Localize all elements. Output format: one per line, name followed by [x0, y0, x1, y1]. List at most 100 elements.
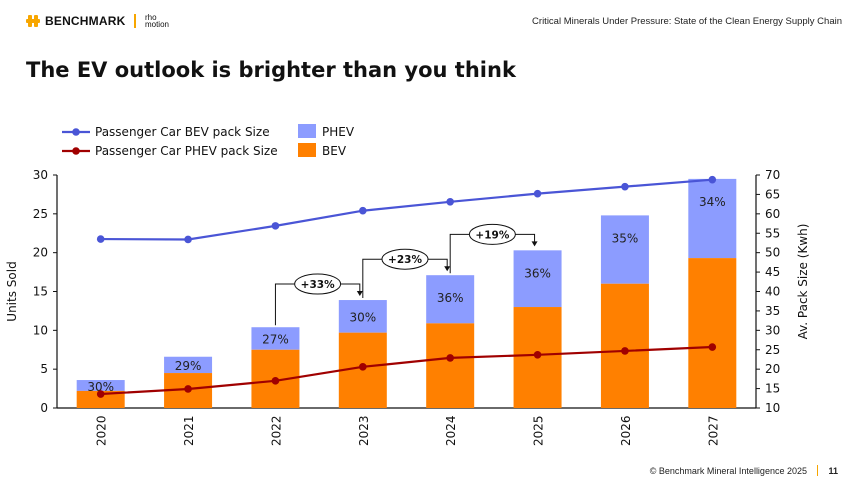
y-axis-title: Units Sold	[5, 261, 19, 321]
phev-pack-line-point	[359, 363, 367, 371]
bar-percent-label: 35%	[612, 231, 639, 245]
y2-tick-label: 20	[765, 362, 780, 376]
y-tick-label: 30	[33, 168, 48, 182]
y2-tick-label: 50	[765, 246, 780, 260]
y2-tick-label: 35	[765, 304, 780, 318]
partner-logo-line1: rho	[144, 13, 157, 22]
bev-pack-line-point	[621, 182, 629, 191]
legend-label: PHEV	[322, 125, 355, 139]
phev-pack-line-point	[533, 350, 542, 359]
footer-divider	[816, 465, 819, 476]
growth-arrowhead	[356, 291, 363, 297]
y-tick-label: 20	[33, 246, 48, 260]
x-tick-label: 2021	[182, 415, 196, 446]
x-tick-label: 2027	[706, 415, 720, 446]
x-tick-label: 2022	[269, 415, 283, 446]
bar-phev	[76, 380, 125, 391]
bar-percent-label: 36%	[524, 266, 551, 280]
benchmark-logo: BENCHMARK rho motion	[26, 13, 169, 29]
document-title: Critical Minerals Under Pressure: State …	[532, 16, 842, 27]
legend-phev-pack-marker	[72, 147, 80, 155]
y2-tick-label: 60	[765, 207, 780, 221]
chart-lines	[96, 175, 717, 398]
y2-tick-label: 55	[765, 226, 780, 240]
bar-phev	[513, 250, 562, 308]
bar-phev	[600, 215, 649, 284]
partner-logo-line2: motion	[144, 20, 169, 29]
partner-logo: rho motion	[144, 13, 169, 29]
y2-tick-label: 30	[765, 323, 780, 337]
y2-tick-label: 45	[765, 265, 780, 279]
phev-pack-line-point	[96, 390, 105, 398]
bar-phev	[251, 327, 300, 350]
bev-pack-line-point	[533, 189, 542, 198]
logo-brand-text: BENCHMARK	[45, 14, 126, 28]
growth-label: +23%	[388, 254, 422, 266]
phev-pack-line-point	[446, 354, 454, 362]
x-tick-label: 2025	[532, 415, 546, 446]
bar-percent-label: 30%	[87, 380, 114, 394]
phev-pack-line-point	[708, 343, 717, 351]
bar-phev	[338, 300, 387, 333]
bar-phev	[164, 356, 213, 374]
y-tick-label: 10	[33, 323, 48, 337]
x-tick-label: 2024	[444, 415, 458, 446]
x-tick-label: 2023	[357, 415, 371, 446]
bar-bev	[688, 258, 737, 408]
bev-pack-line-point	[271, 222, 280, 230]
y2-tick-label: 10	[765, 401, 780, 415]
bev-pack-line-point	[708, 175, 717, 184]
footer: © Benchmark Mineral Intelligence 2025 11	[650, 465, 838, 476]
growth-annotations: +33% +23% +19%	[274, 223, 538, 326]
y2-axis-title: Av. Pack Size (Kwh)	[796, 224, 810, 340]
y-tick-label: 25	[33, 207, 48, 221]
bev-pack-line-point	[184, 235, 192, 244]
y2-tick-label: 40	[765, 285, 780, 299]
legend-bev-pack-marker	[72, 128, 80, 136]
bev-pack-line-point	[359, 206, 367, 215]
bar-bev	[600, 283, 649, 408]
legend-label: Passenger Car BEV pack Size	[95, 125, 270, 139]
bev-pack-line-point	[96, 235, 105, 243]
legend-phev-swatch	[298, 124, 316, 138]
growth-ellipse	[381, 248, 429, 270]
legend-label: Passenger Car PHEV pack Size	[95, 144, 278, 158]
growth-ellipse	[468, 223, 516, 245]
copyright-text: © Benchmark Mineral Intelligence 2025	[649, 465, 807, 476]
slide-title: The EV outlook is brighter than you thin…	[26, 58, 516, 82]
bar-percent-label: 34%	[699, 195, 726, 209]
x-tick-label: 2026	[619, 415, 633, 446]
y2-tick-label: 65	[765, 187, 780, 201]
y2-tick-label: 25	[765, 343, 780, 357]
legend-bev-swatch	[298, 143, 316, 157]
bar-percent-label: 36%	[437, 291, 464, 305]
x-tick-label: 2020	[95, 415, 109, 446]
phev-pack-line-point	[621, 347, 629, 355]
y-tick-label: 15	[33, 285, 48, 299]
y-tick-label: 5	[40, 362, 48, 376]
chart-legend: Passenger Car BEV pack Size Passenger Car…	[62, 124, 355, 158]
legend-label: BEV	[322, 144, 347, 158]
growth-arrowhead	[444, 266, 451, 272]
bev-pack-line	[100, 178, 713, 241]
growth-label: +19%	[475, 229, 509, 241]
bar-percent-label: 30%	[349, 310, 376, 324]
phev-pack-line-point	[271, 377, 280, 385]
bar-bev	[76, 390, 125, 408]
logo-divider	[134, 14, 136, 28]
growth-ellipse	[294, 273, 342, 295]
growth-label: +33%	[301, 279, 335, 291]
y2-tick-label: 15	[765, 382, 780, 396]
bar-percent-label: 27%	[262, 332, 289, 346]
bar-phev	[688, 178, 737, 259]
bev-pack-line-point	[446, 197, 454, 206]
growth-arrowhead	[531, 241, 538, 247]
phev-pack-line	[100, 345, 713, 396]
bar-bev	[426, 323, 475, 408]
chart-bars: 30% 29% 27% 30% 36% 36% 35% 34%	[76, 178, 737, 408]
bar-percent-label: 29%	[175, 359, 202, 373]
benchmark-logo-icon	[26, 15, 40, 27]
bar-phev	[426, 275, 475, 324]
y2-tick-label: 70	[765, 168, 780, 182]
